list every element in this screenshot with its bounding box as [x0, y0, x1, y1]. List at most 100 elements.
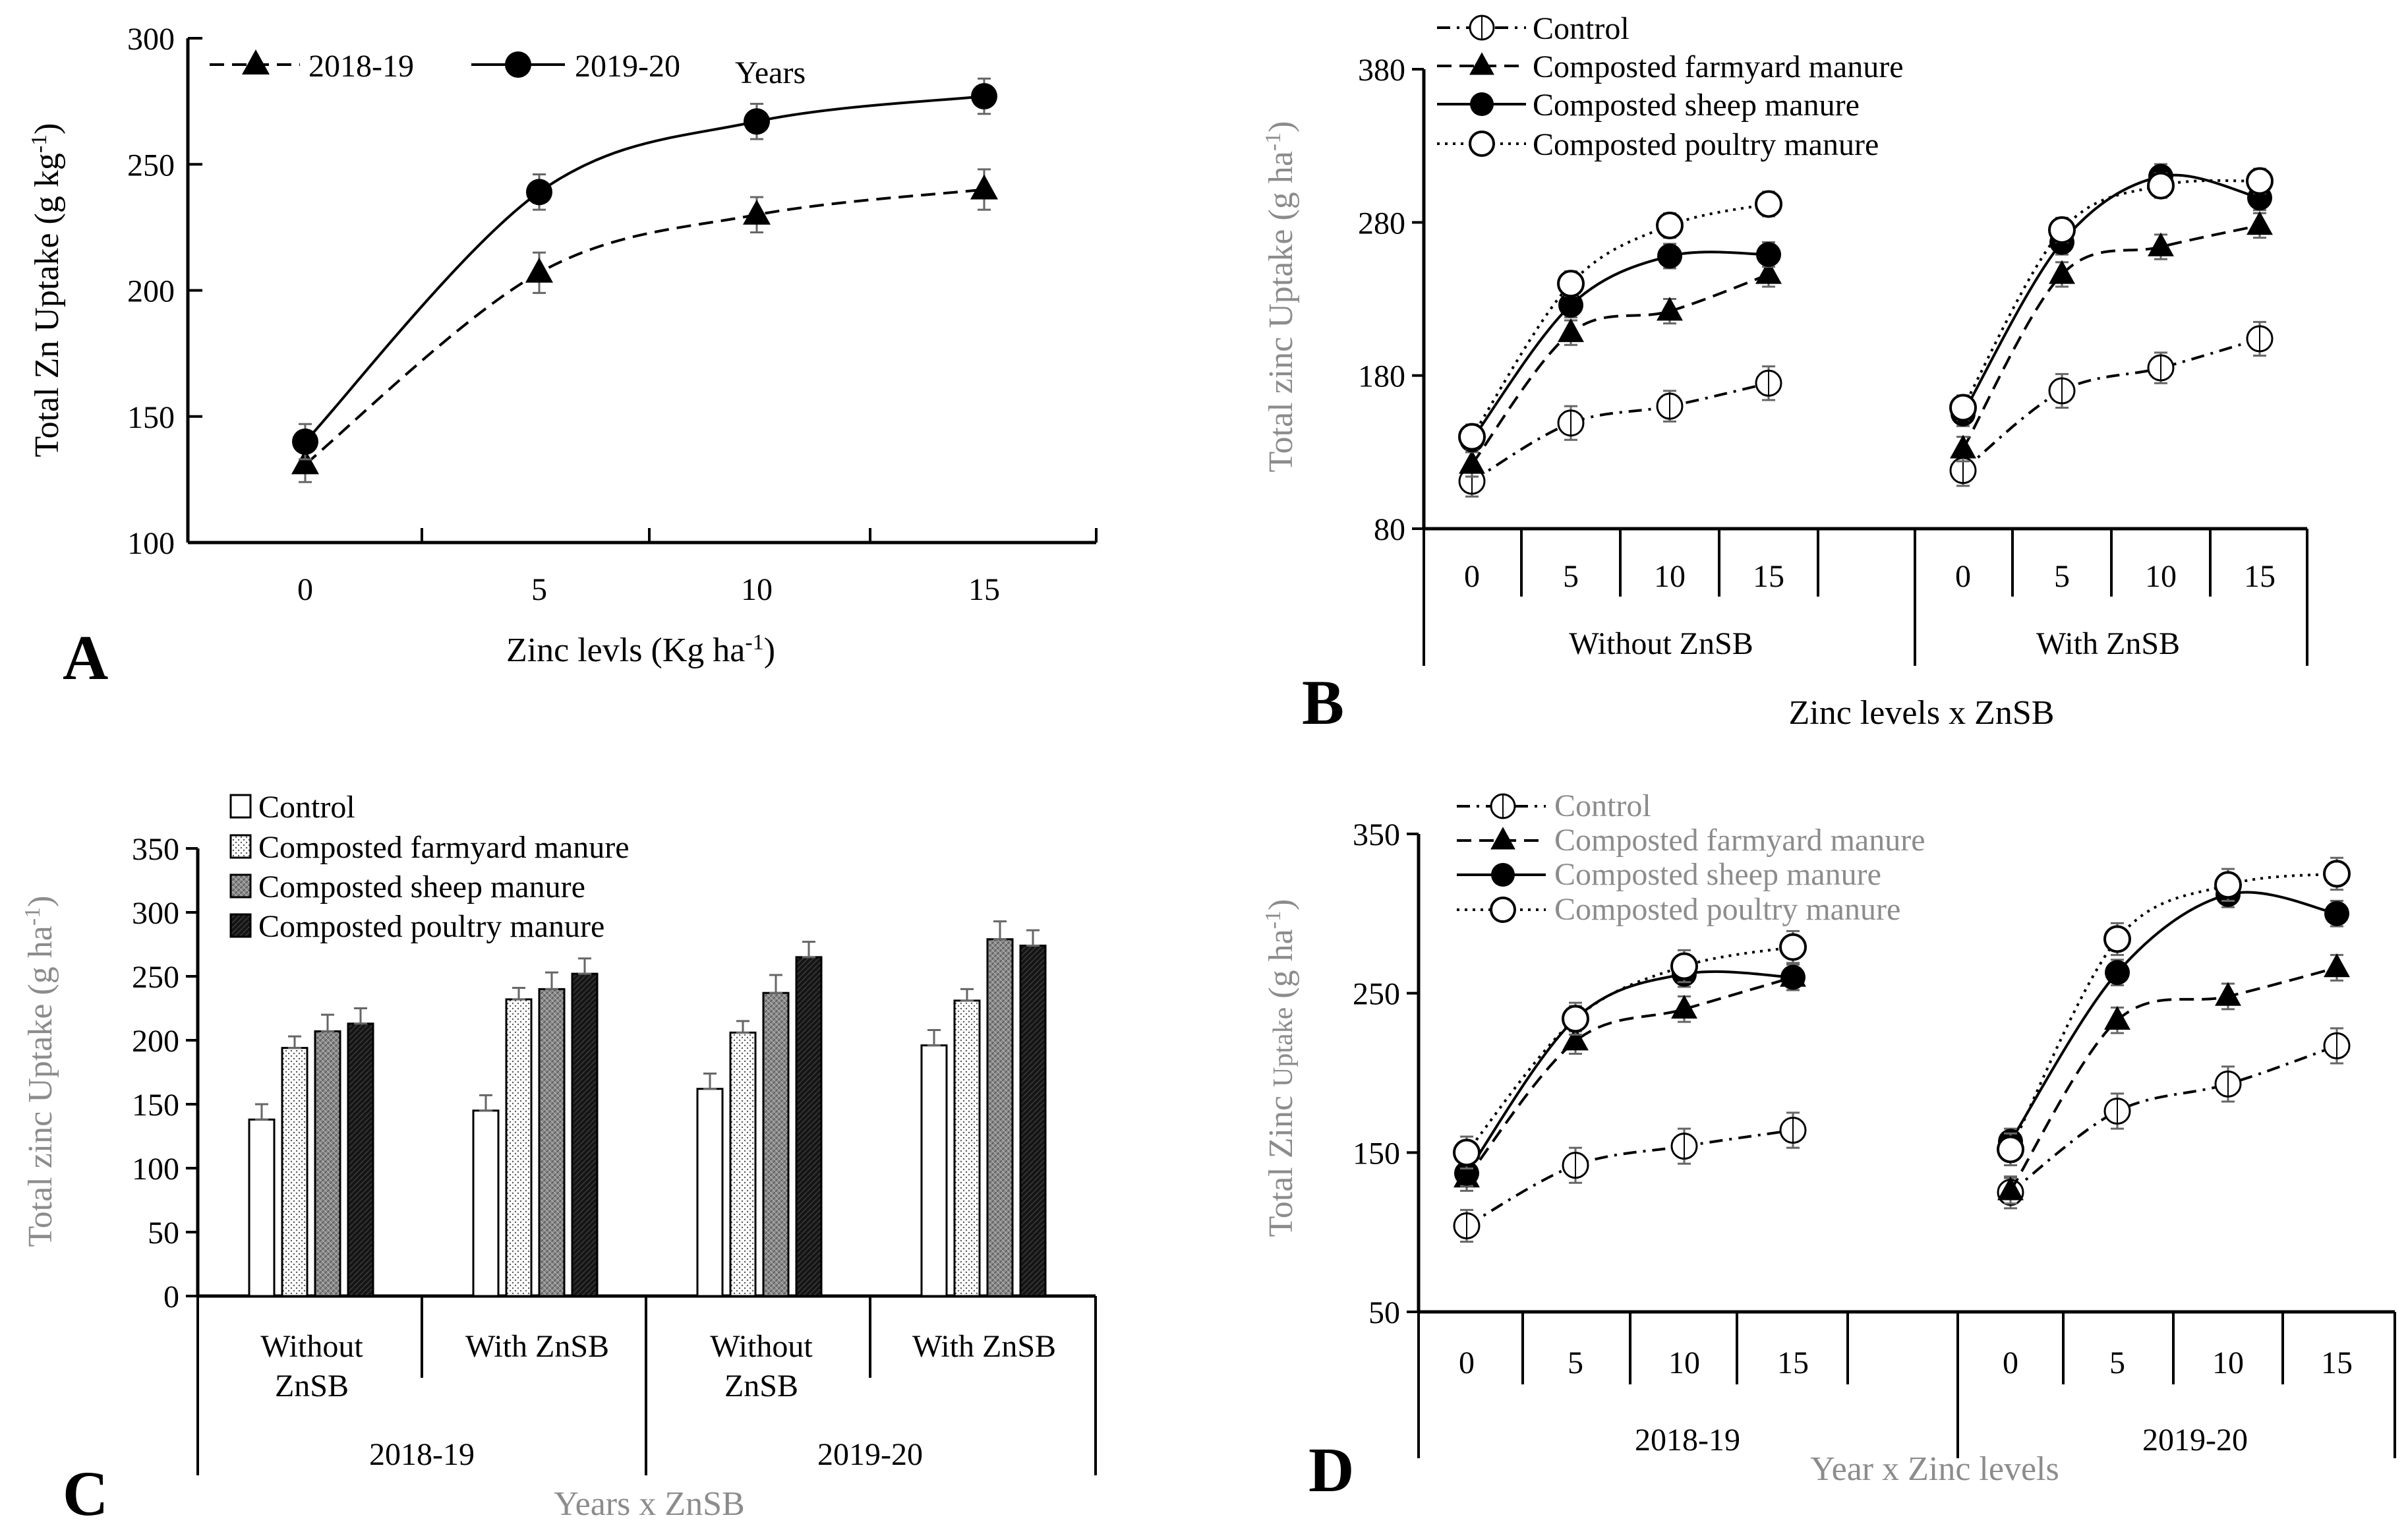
y-axis-title-close: ) [1262, 899, 1300, 910]
data-point [1562, 1005, 1589, 1033]
y-axis-title-sup: -1 [27, 134, 51, 153]
bar [953, 999, 981, 1297]
x-tick-label: 15 [2244, 559, 2276, 594]
data-point [2048, 216, 2076, 244]
series-line [1465, 976, 1794, 1179]
data-point [525, 257, 553, 283]
x-tick-label: 10 [741, 572, 773, 607]
legend-swatch [229, 834, 252, 859]
legend-swatch [229, 794, 252, 819]
x-tick-label: 5 [531, 572, 547, 607]
y-tick-label: 280 [1358, 206, 1405, 241]
x-tick-label: 5 [1568, 1345, 1583, 1380]
y-tick-label: 80 [1374, 512, 1405, 547]
data-point [1780, 964, 1806, 990]
y-tick-label: 150 [132, 1088, 179, 1123]
data-point [2148, 232, 2174, 256]
legend-label: Control [1554, 788, 1651, 823]
x-tick-label: 10 [1668, 1345, 1700, 1380]
legend-label: Composted sheep manure [1554, 857, 1881, 892]
legend-marker [505, 51, 531, 78]
y-axis-title: Total Zn Uptake (g kg-1) [27, 123, 67, 457]
series-line [1471, 202, 1769, 438]
group-label: 2018-19 [1635, 1423, 1740, 1458]
y-axis-title-small: Uptake [1268, 1007, 1299, 1087]
data-point [2246, 211, 2273, 235]
legend-label: Control [258, 790, 355, 825]
legend-label: Composted farmyard manure [258, 830, 630, 865]
data-point [1779, 933, 1807, 961]
data-point [2246, 167, 2274, 195]
data-point [1997, 1135, 2024, 1164]
x-tick-label: 15 [1753, 559, 1784, 594]
data-point [1755, 190, 1782, 218]
y-tick-label: 300 [127, 22, 175, 57]
data-point [2214, 871, 2242, 899]
series-line [1466, 1129, 1794, 1227]
data-point [2104, 1005, 2130, 1030]
bar [571, 972, 599, 1297]
x-tick-label: 10 [2212, 1345, 2244, 1380]
x-tick-label: 15 [1777, 1345, 1809, 1380]
data-point [1671, 994, 1697, 1019]
legend-marker [1490, 827, 1515, 850]
x-axis-title: Zinc levls (Kg ha-1) [506, 630, 775, 670]
data-point [1756, 242, 1781, 268]
series-line [1465, 945, 1794, 1154]
legend-label: Composted sheep manure [1533, 88, 1860, 123]
x-tick-label: 0 [1464, 559, 1480, 594]
data-point [2049, 260, 2075, 284]
y-axis-title-text: Total Zinc [1262, 1087, 1300, 1237]
bar [729, 1031, 757, 1297]
data-point [2105, 960, 2130, 986]
series-line [1962, 173, 2260, 415]
legend-label: Composted farmyard manure [1554, 823, 1925, 858]
y-tick-label: 250 [127, 148, 175, 183]
x-axis-title: Zinc levels x ZnSB [1789, 694, 2055, 732]
series-line [1471, 251, 1769, 441]
data-point [292, 428, 318, 455]
series-line [1962, 224, 2260, 450]
y-tick-label: 350 [132, 832, 179, 867]
group-label: Without ZnSB [1569, 626, 1753, 661]
legend-label: Composted poultry manure [1533, 127, 1879, 162]
year-label: 2018-19 [369, 1437, 475, 1472]
group-label: ZnSB [724, 1369, 798, 1403]
legend-label: Composted farmyard manure [1533, 49, 1904, 84]
y-tick-label: 50 [1368, 1295, 1400, 1330]
y-tick-label: 100 [132, 1152, 179, 1187]
y-tick-label: 100 [127, 526, 175, 561]
y-axis-title: Total zinc Uptake (g ha-1) [20, 896, 60, 1247]
series-line [2009, 872, 2337, 1150]
data-point [1949, 394, 1977, 422]
y-tick-label: 0 [163, 1280, 179, 1314]
data-point [2103, 925, 2131, 953]
y-tick-label: 300 [132, 896, 179, 931]
legend-marker [1469, 131, 1495, 157]
legend-label: Control [1533, 11, 1630, 46]
x-tick-label: 15 [968, 572, 1000, 607]
bar [762, 991, 790, 1297]
data-point [1558, 318, 1584, 342]
bar [1019, 944, 1047, 1297]
data-point [1656, 211, 1684, 239]
panel-letter: D [1308, 1434, 1354, 1505]
bar [248, 1118, 276, 1297]
data-point [1950, 434, 1976, 459]
data-point [1997, 1176, 2024, 1200]
y-tick-label: 150 [1353, 1136, 1400, 1171]
y-axis-title-sup: -1 [20, 907, 45, 926]
legend-marker [1490, 897, 1516, 923]
legend-marker [1469, 52, 1494, 75]
data-point [2324, 901, 2349, 926]
data-point [2215, 982, 2241, 1006]
group-label: With ZnSB [465, 1329, 609, 1364]
x-tick-label: 0 [2003, 1345, 2018, 1380]
group-label: Without [260, 1329, 363, 1364]
group-label: 2019-20 [2142, 1423, 2248, 1458]
data-point [1459, 450, 1485, 474]
y-axis-title-text: Total zinc Uptake (g ha [22, 926, 59, 1247]
data-point [1670, 952, 1698, 980]
